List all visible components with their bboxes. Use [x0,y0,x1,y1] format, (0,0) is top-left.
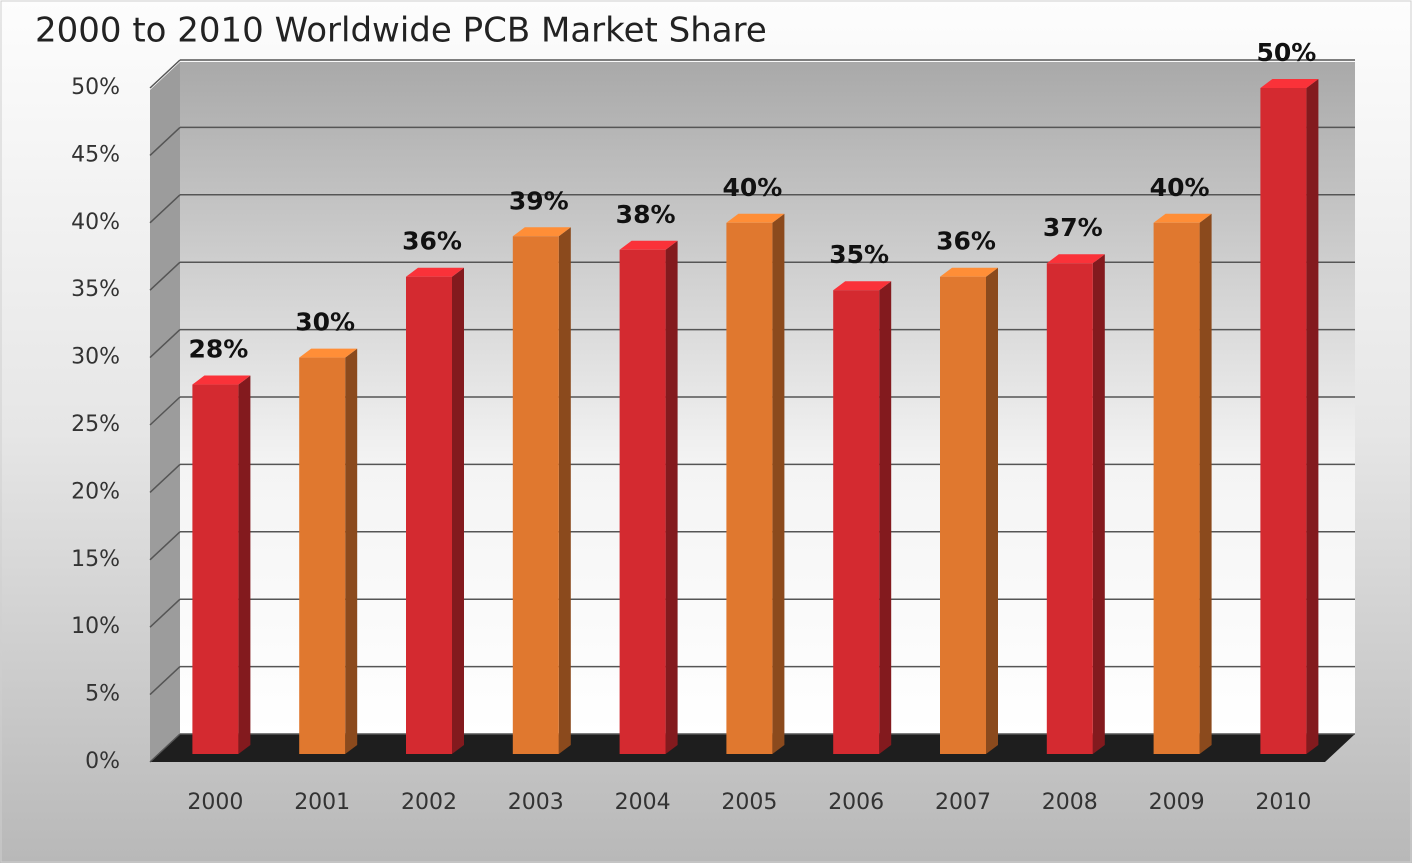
y-tick-label: 15% [71,547,120,572]
y-tick-label: 30% [71,345,120,370]
side-grid-line [149,531,181,561]
y-tick-label: 45% [71,142,120,167]
bar [512,236,559,754]
side-grid-line [149,59,181,89]
side-grid-line [149,733,181,763]
bar-side [238,375,251,754]
x-tick-label: 2004 [615,790,671,815]
bar-side [1092,254,1105,755]
x-tick-label: 2006 [828,790,884,815]
bar [619,249,666,754]
x-tick-label: 2003 [508,790,564,815]
side-grid-line [149,329,181,359]
bar-side [879,281,892,754]
bar-top [1153,213,1212,223]
y-tick-label: 20% [71,479,120,504]
bar-side [1306,79,1319,754]
x-tick-label: 2005 [721,790,777,815]
y-tick-label: 35% [71,277,120,302]
bar-side [345,348,358,754]
x-tick-label: 2000 [187,790,243,815]
y-tick-label: 5% [85,682,120,707]
data-label: 39% [509,186,569,215]
y-tick-label: 0% [85,749,120,774]
bar-top [833,281,892,291]
x-tick-label: 2007 [935,790,991,815]
chart-title: 2000 to 2010 Worldwide PCB Market Share [35,11,767,51]
bar [833,290,880,754]
bar-side [558,227,571,754]
y-tick-label: 40% [71,210,120,235]
x-tick-label: 2002 [401,790,457,815]
bar [1260,88,1307,754]
bar [1153,222,1200,755]
data-label: 30% [295,308,355,337]
y-tick-label: 25% [71,412,120,437]
bar-side [1199,213,1212,755]
bar-side [772,213,785,755]
bar-top [299,348,358,358]
bar-top [192,375,251,385]
bar [299,357,346,754]
bar [1046,263,1093,754]
bar-top [619,240,678,250]
bar [940,276,986,754]
data-label: 50% [1256,38,1316,67]
bar-top [940,267,998,277]
data-label: 36% [402,227,462,256]
data-label: 40% [722,173,782,202]
x-tick-label: 2001 [294,790,350,815]
bar [726,222,773,755]
side-grid-line [149,194,181,224]
bar [192,384,239,754]
side-grid-line [149,463,181,493]
bar-top [1046,254,1105,264]
side-grid-line [149,261,181,291]
data-label: 35% [829,240,889,269]
side-grid-line [149,126,181,156]
bar [406,276,452,754]
data-label: 36% [936,227,996,256]
y-tick-label: 10% [71,614,120,639]
x-tick-label: 2009 [1149,790,1205,815]
bar-side [665,240,678,754]
x-tick-label: 2010 [1255,790,1311,815]
bar-top [726,213,785,223]
x-tick-label: 2008 [1042,790,1098,815]
bar-side [452,267,464,754]
data-label: 38% [616,200,676,229]
side-grid-line [149,666,181,696]
bar-top [406,267,464,277]
side-grid-line [149,396,181,426]
data-label: 37% [1043,213,1103,242]
data-label: 28% [188,335,248,364]
data-label: 40% [1150,173,1210,202]
y-tick-label: 50% [71,75,120,100]
bar-top [512,227,571,237]
side-grid-line [149,598,181,628]
bar-side [986,267,998,754]
bar-top [1260,79,1319,88]
